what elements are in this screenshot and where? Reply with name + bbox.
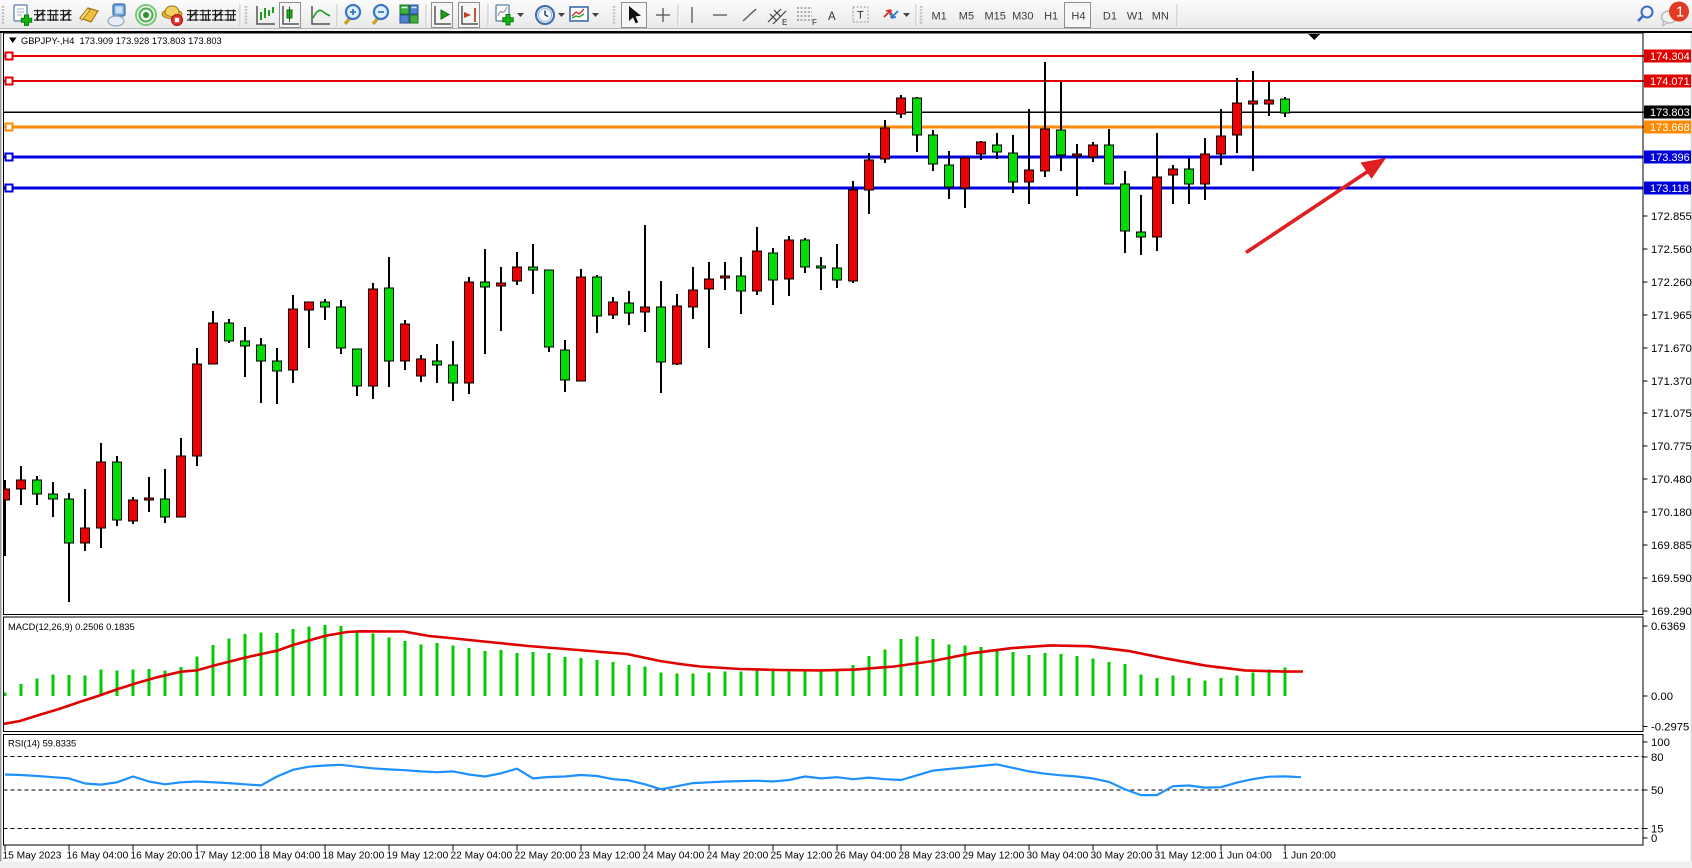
svg-text:170.480: 170.480	[1651, 474, 1692, 486]
svg-text:174.071: 174.071	[1650, 76, 1690, 88]
svg-text:M1: M1	[932, 11, 947, 23]
svg-text:17 May 12:00: 17 May 12:00	[195, 851, 257, 862]
svg-text:RSI(14) 59.8335: RSI(14) 59.8335	[8, 739, 76, 749]
svg-text:29 May 12:00: 29 May 12:00	[963, 851, 1025, 862]
svg-text:W1: W1	[1127, 11, 1144, 23]
svg-text:24 May 20:00: 24 May 20:00	[707, 851, 769, 862]
svg-text:F: F	[812, 18, 817, 27]
svg-text:15 May 2023: 15 May 2023	[3, 851, 62, 862]
svg-text:M30: M30	[1012, 11, 1033, 23]
svg-text:30 May 20:00: 30 May 20:00	[1091, 851, 1153, 862]
svg-text:1 Jun 20:00: 1 Jun 20:00	[1283, 851, 1337, 862]
svg-text:18 May 20:00: 18 May 20:00	[323, 851, 385, 862]
svg-text:170.775: 170.775	[1651, 441, 1692, 453]
svg-text:19 May 12:00: 19 May 12:00	[387, 851, 449, 862]
svg-text:1: 1	[1676, 5, 1684, 21]
svg-text:173.118: 173.118	[1650, 183, 1689, 195]
svg-text:24 May 04:00: 24 May 04:00	[643, 851, 705, 862]
svg-text:172.260: 172.260	[1651, 277, 1692, 289]
svg-text:0.6369: 0.6369	[1651, 621, 1686, 633]
svg-text:173.396: 173.396	[1650, 152, 1690, 164]
svg-text:-0.2975: -0.2975	[1651, 722, 1689, 734]
svg-text:169.290: 169.290	[1651, 606, 1692, 618]
svg-text:18 May 04:00: 18 May 04:00	[259, 851, 321, 862]
svg-text:D1: D1	[1103, 11, 1117, 23]
svg-text:23 May 12:00: 23 May 12:00	[579, 851, 641, 862]
svg-text:170.180: 170.180	[1651, 507, 1692, 519]
svg-text:1 Jun 04:00: 1 Jun 04:00	[1219, 851, 1273, 862]
svg-text:M5: M5	[959, 11, 974, 23]
svg-text:T: T	[857, 10, 864, 22]
svg-text:26 May 04:00: 26 May 04:00	[835, 851, 897, 862]
svg-text:171.670: 171.670	[1651, 343, 1692, 355]
svg-text:0: 0	[1651, 833, 1657, 845]
svg-text:25 May 12:00: 25 May 12:00	[771, 851, 833, 862]
svg-text:169.590: 169.590	[1651, 573, 1692, 585]
svg-text:172.560: 172.560	[1651, 244, 1692, 256]
svg-text:30 May 04:00: 30 May 04:00	[1027, 851, 1089, 862]
svg-text:172.855: 172.855	[1651, 211, 1692, 223]
svg-text:E: E	[782, 18, 787, 27]
svg-text:16 May 04:00: 16 May 04:00	[67, 851, 129, 862]
svg-text:0.00: 0.00	[1651, 691, 1673, 703]
svg-text:A: A	[828, 11, 836, 23]
svg-text:H1: H1	[1044, 11, 1058, 23]
svg-text:28 May 23:00: 28 May 23:00	[899, 851, 961, 862]
svg-text:173.668: 173.668	[1650, 122, 1690, 134]
svg-text:MN: MN	[1152, 11, 1169, 23]
svg-text:174.304: 174.304	[1650, 51, 1690, 63]
svg-text:80: 80	[1651, 752, 1664, 764]
svg-text:173.803: 173.803	[1650, 107, 1690, 119]
svg-text:100: 100	[1651, 737, 1670, 749]
svg-text:22 May 04:00: 22 May 04:00	[451, 851, 513, 862]
svg-text:169.885: 169.885	[1651, 540, 1692, 552]
svg-text:50: 50	[1651, 785, 1664, 797]
svg-text:171.965: 171.965	[1651, 310, 1692, 322]
svg-text:171.075: 171.075	[1651, 408, 1692, 420]
svg-text:31 May 12:00: 31 May 12:00	[1155, 851, 1217, 862]
svg-text:MACD(12,26,9) 0.2506 0.1835: MACD(12,26,9) 0.2506 0.1835	[8, 622, 135, 632]
svg-text:H4: H4	[1071, 11, 1085, 23]
svg-text:16 May 20:00: 16 May 20:00	[131, 851, 193, 862]
svg-text:15: 15	[1651, 824, 1664, 836]
svg-text:171.370: 171.370	[1651, 376, 1692, 388]
svg-text:M15: M15	[985, 11, 1006, 23]
svg-text:GBPJPY-,H4 173.909 173.928 17: GBPJPY-,H4 173.909 173.928 173.803 173.8…	[21, 36, 222, 46]
svg-text:22 May 20:00: 22 May 20:00	[515, 851, 577, 862]
